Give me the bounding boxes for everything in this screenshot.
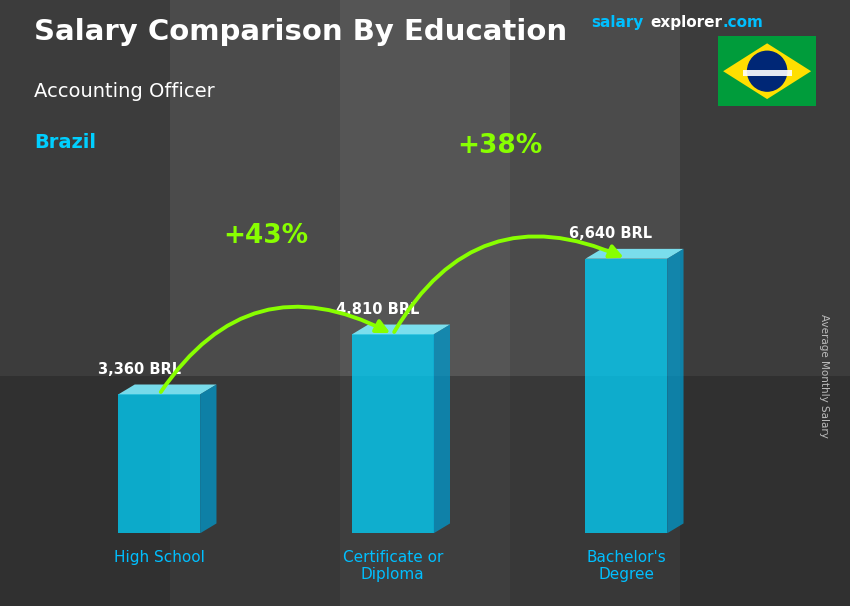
Text: explorer: explorer [650, 15, 722, 30]
FancyArrowPatch shape [394, 236, 620, 332]
Text: 4,810 BRL: 4,810 BRL [336, 302, 419, 317]
Text: .com: .com [722, 15, 763, 30]
Polygon shape [352, 325, 450, 335]
Polygon shape [434, 325, 450, 533]
Circle shape [747, 52, 786, 91]
Polygon shape [118, 384, 217, 395]
FancyArrowPatch shape [161, 307, 387, 392]
Text: Salary Comparison By Education: Salary Comparison By Education [34, 18, 567, 46]
Bar [743, 70, 791, 76]
Bar [586, 259, 667, 533]
Text: Brazil: Brazil [34, 133, 96, 152]
Polygon shape [723, 44, 811, 99]
Polygon shape [200, 384, 217, 533]
Text: 6,640 BRL: 6,640 BRL [570, 226, 652, 241]
Text: salary: salary [591, 15, 643, 30]
Bar [118, 395, 200, 533]
Polygon shape [586, 249, 683, 259]
Text: 3,360 BRL: 3,360 BRL [99, 362, 181, 377]
Bar [352, 335, 434, 533]
Text: Average Monthly Salary: Average Monthly Salary [819, 314, 829, 438]
Text: +38%: +38% [457, 133, 542, 159]
Text: Accounting Officer: Accounting Officer [34, 82, 215, 101]
Text: +43%: +43% [224, 223, 309, 249]
Polygon shape [667, 249, 683, 533]
